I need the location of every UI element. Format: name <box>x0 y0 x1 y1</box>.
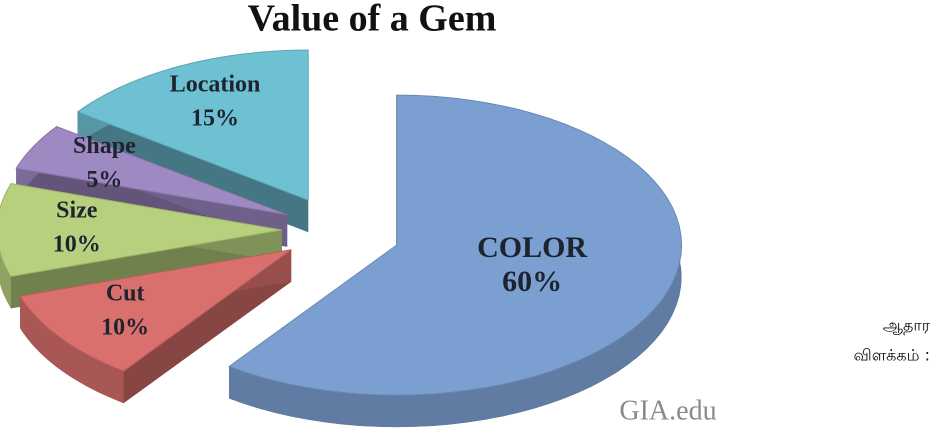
slice-top <box>19 249 292 372</box>
value-label: 10% <box>101 315 149 341</box>
slice: Cut 10% <box>19 249 292 404</box>
slice-side <box>229 95 682 428</box>
slice-side <box>20 296 124 404</box>
watermark: GIA.edu <box>619 395 716 426</box>
slice-top <box>76 49 309 201</box>
value-label: 60% <box>502 265 562 298</box>
chart-title: Value of a Gem <box>248 0 497 40</box>
value-label: 15% <box>191 105 239 131</box>
value-label: 10% <box>53 232 101 258</box>
slice-label: Location <box>170 71 261 97</box>
slice-label: Size <box>56 198 98 224</box>
slice-label: Shape <box>73 133 136 159</box>
slice-top <box>15 126 288 216</box>
slice-top <box>0 183 283 277</box>
slice-label: Cut <box>106 281 145 307</box>
slice-label: COLOR <box>477 231 587 264</box>
value-label: 5% <box>86 167 122 193</box>
side-note: ஆதார <box>883 316 931 335</box>
side-note: விளக்கம் : <box>854 346 930 365</box>
slice-top <box>228 94 683 396</box>
